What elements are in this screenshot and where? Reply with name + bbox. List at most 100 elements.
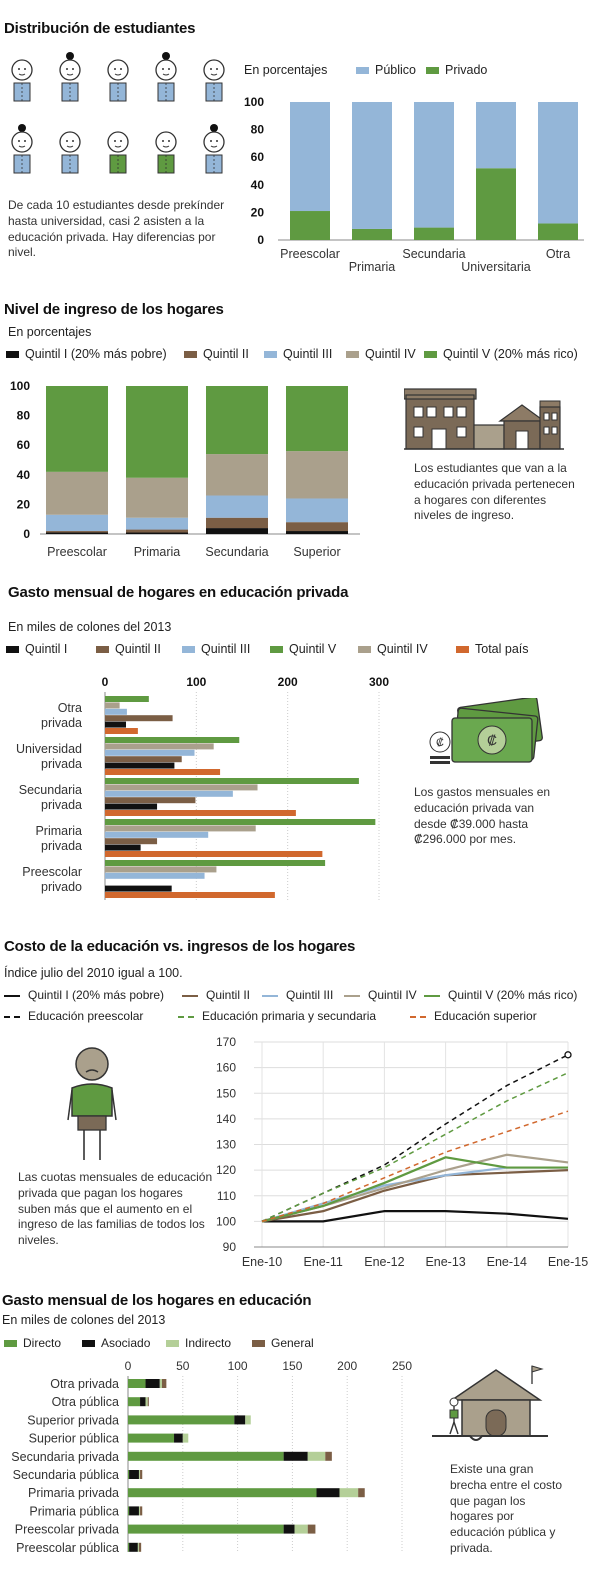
mouth bbox=[66, 145, 74, 148]
legend-label: Total país bbox=[475, 642, 529, 656]
legend-item: Asociado bbox=[82, 1336, 150, 1350]
mouth bbox=[114, 145, 122, 148]
bar-quintil-iii bbox=[105, 708, 127, 715]
legend-swatch bbox=[96, 646, 109, 654]
s2-legend: Quintil I (20% más pobre) Quintil II Quint… bbox=[6, 347, 591, 365]
bar-segment bbox=[46, 514, 108, 532]
legend-swatch bbox=[184, 351, 197, 359]
legend-label: Quintil II bbox=[115, 642, 161, 656]
hair-bun bbox=[162, 52, 170, 60]
s5-subtitle: En miles de colones del 2013 bbox=[2, 1313, 166, 1327]
legend-label: Educación superior bbox=[434, 1009, 537, 1023]
bar-segment bbox=[206, 517, 268, 529]
bar-quintil-v bbox=[105, 819, 376, 825]
chart-costo-vs-ingresos: 90 100 110 120 130 140 150 160 170 Ene-10 Ene-11 En… bbox=[216, 1035, 588, 1269]
legend-label: Quintil V (20% más rico) bbox=[443, 347, 578, 361]
svg-text:₡: ₡ bbox=[436, 737, 444, 749]
s3-subtitle: En miles de colones del 2013 bbox=[8, 620, 172, 634]
bar-segment bbox=[283, 1524, 295, 1534]
bar-segment bbox=[316, 1488, 340, 1498]
bar-segment bbox=[129, 1542, 138, 1552]
chart-gasto-educacion: 0 50 100 150 200 250 Otra privada Otra pública S… bbox=[11, 1359, 412, 1555]
bar-público bbox=[538, 102, 578, 224]
legend-item: Quintil III bbox=[264, 347, 332, 361]
legend-swatch bbox=[344, 994, 360, 997]
legend-swatch bbox=[424, 994, 440, 997]
bar-privado bbox=[290, 211, 330, 240]
x-tick-label: Ene-13 bbox=[425, 1255, 465, 1269]
legend-item: Quintil I bbox=[6, 642, 67, 656]
bar-segment bbox=[46, 386, 108, 472]
s3-legend: Quintil I Quintil II Quintil III Quintil V Q… bbox=[6, 642, 591, 660]
bar-segment bbox=[128, 1470, 130, 1479]
y-tick-label: Preescolar privada bbox=[15, 1523, 119, 1537]
legend-item: Total país bbox=[456, 642, 529, 656]
bar-segment bbox=[140, 1470, 143, 1479]
legend-label: Público bbox=[375, 63, 416, 77]
bar-segment bbox=[161, 1379, 167, 1388]
bar-segment bbox=[283, 1451, 308, 1461]
bar-quintil-iii bbox=[105, 831, 209, 838]
legend-label: Quintil I (20% más pobre) bbox=[28, 988, 165, 1002]
legend-label: Quintil III bbox=[201, 642, 251, 656]
legend-item: Quintil V (20% más rico) bbox=[424, 347, 578, 361]
student-icon bbox=[67, 1047, 117, 1160]
legend-swatch bbox=[358, 646, 371, 654]
x-tick-label: 100 bbox=[186, 675, 206, 689]
eye bbox=[24, 140, 26, 142]
legend-swatch bbox=[410, 1015, 426, 1018]
bar-segment bbox=[126, 532, 188, 534]
bar-segment bbox=[145, 1397, 148, 1407]
x-tick-label: Ene-12 bbox=[364, 1255, 404, 1269]
x-tick-label: 0 bbox=[102, 675, 109, 689]
y-tick-label: 60 bbox=[17, 438, 31, 452]
bar-segment bbox=[138, 1470, 141, 1479]
bar-total-país bbox=[105, 851, 323, 857]
s4-subtitle: Índice julio del 2010 igual a 100. bbox=[4, 966, 183, 980]
bar-segment bbox=[128, 1524, 284, 1534]
bar-total-país bbox=[105, 728, 138, 734]
bar-segment bbox=[286, 386, 348, 452]
legend-label: General bbox=[271, 1336, 314, 1350]
bar-segment bbox=[126, 386, 188, 478]
y-tick-label: Universidad bbox=[16, 742, 82, 756]
s5-title: Gasto mensual de los hogares en educació… bbox=[2, 1292, 312, 1309]
bar-quintil-ii bbox=[105, 797, 196, 804]
y-tick-label: 170 bbox=[216, 1035, 236, 1049]
x-tick-label: Ene-15 bbox=[548, 1255, 588, 1269]
legend-item: Quintil V (20% más rico) bbox=[424, 988, 577, 1002]
eye bbox=[66, 140, 68, 142]
y-tick-label: 20 bbox=[17, 497, 31, 511]
bar-segment bbox=[128, 1451, 284, 1461]
y-tick-label: 150 bbox=[216, 1086, 236, 1100]
legend-item: Educación preescolar bbox=[4, 1009, 143, 1023]
x-tick-label: Secundaria bbox=[205, 545, 268, 559]
bar-quintil-v bbox=[105, 737, 240, 743]
bar-segment bbox=[206, 495, 268, 518]
head bbox=[203, 131, 225, 153]
x-tick-label: Preescolar bbox=[280, 247, 340, 261]
bar-segment bbox=[129, 1470, 139, 1479]
bar-segment bbox=[128, 1397, 141, 1407]
legend-swatch bbox=[4, 994, 20, 997]
legend-label: Privado bbox=[445, 63, 488, 77]
eye bbox=[216, 140, 218, 142]
bar-segment bbox=[128, 1379, 146, 1388]
bar-quintil-i bbox=[105, 762, 175, 769]
bar-segment bbox=[128, 1415, 235, 1425]
chart-ingreso: 0 20 40 60 80 100 Preescolar Primaria Secundaria… bbox=[10, 379, 360, 559]
legend-swatch bbox=[166, 1340, 179, 1348]
bar-quintil-i bbox=[105, 844, 141, 851]
person-icon bbox=[11, 59, 33, 102]
mouth bbox=[18, 73, 26, 76]
chart-gasto-privado: 0 100 200 300OtraprivadaUniversidadprivadaS… bbox=[16, 675, 389, 900]
bar-quintil-iii bbox=[105, 790, 233, 797]
eye bbox=[114, 68, 116, 70]
bar-quintil-iii bbox=[105, 872, 205, 879]
bar-quintil-i bbox=[105, 721, 127, 728]
bar-segment bbox=[46, 532, 108, 534]
legend-label: Quintil IV bbox=[365, 347, 416, 361]
bar-segment bbox=[286, 451, 348, 499]
legend-label: Directo bbox=[23, 1336, 62, 1350]
series-line bbox=[261, 1110, 569, 1223]
